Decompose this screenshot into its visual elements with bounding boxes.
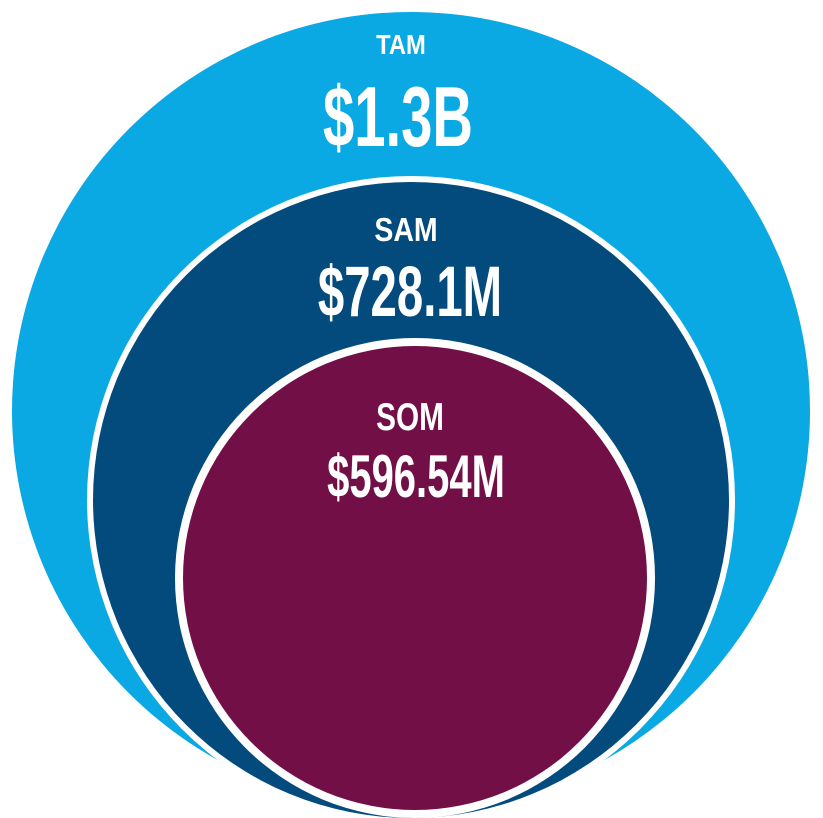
- som-circle: [183, 346, 647, 810]
- sam-value: $728.1M: [318, 251, 502, 331]
- som-value: $596.54M: [327, 443, 505, 510]
- sam-label: SAM: [374, 211, 437, 249]
- tam-label: TAM: [376, 28, 426, 60]
- tam-value: $1.3B: [323, 70, 473, 164]
- som-label: SOM: [376, 396, 444, 439]
